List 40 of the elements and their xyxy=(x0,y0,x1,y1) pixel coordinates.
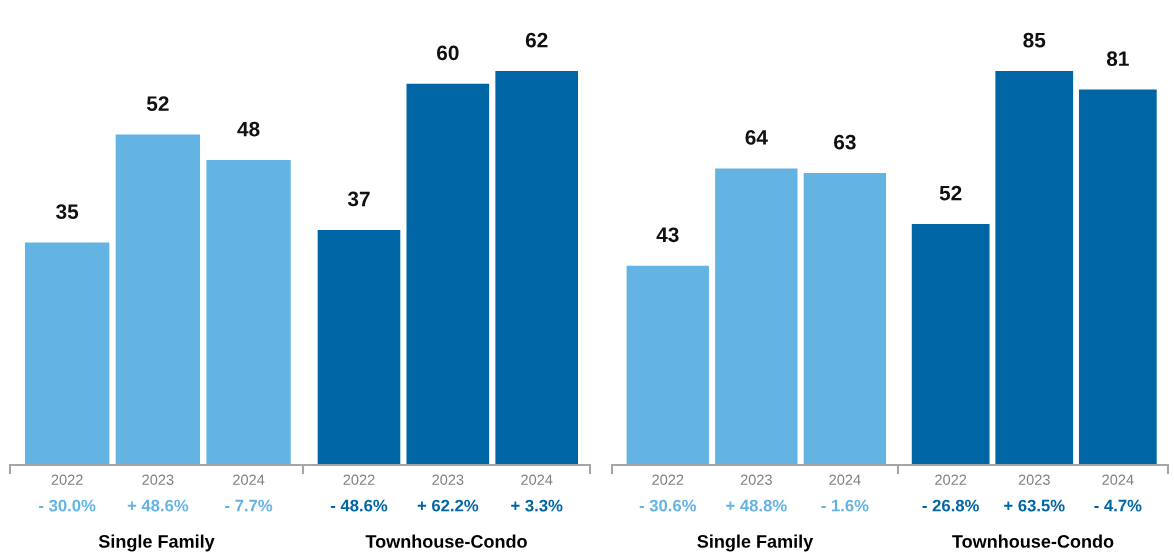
text: - 4.7% xyxy=(1094,499,1142,512)
x-axis-title: Townhouse-Condo xyxy=(952,534,1114,548)
x-axis-title: Townhouse-Condo xyxy=(365,534,527,548)
data-label: 52 xyxy=(146,96,169,112)
x-tick-label: 2024 xyxy=(521,474,553,485)
text: + 3.3% xyxy=(511,499,563,512)
data-label: 60 xyxy=(437,45,459,61)
text: - 26.8% xyxy=(922,499,979,512)
x-tick-label: 2023 xyxy=(432,474,464,485)
x-axis-title: Single Family xyxy=(697,534,814,552)
x-tick-label: 2024 xyxy=(829,474,861,485)
data-label: 64 xyxy=(745,130,768,145)
data-label: 63 xyxy=(834,134,856,150)
data-label: 81 xyxy=(1106,51,1129,67)
data-label: 85 xyxy=(1023,32,1046,48)
text: + 62.2% xyxy=(417,499,479,512)
data-label: 37 xyxy=(347,191,370,207)
data-label: 43 xyxy=(656,227,679,243)
text: - 30.0% xyxy=(39,499,96,512)
x-tick-label: 2022 xyxy=(652,474,684,485)
x-tick-label: 2024 xyxy=(233,474,265,485)
data-label: 35 xyxy=(56,204,79,220)
data-label: 48 xyxy=(237,121,260,137)
text: - 7.7% xyxy=(225,499,273,512)
x-tick-label: 2022 xyxy=(935,474,967,485)
x-tick-label: 2023 xyxy=(142,474,174,485)
x-tick-label: 2023 xyxy=(1018,474,1050,485)
text: + 63.5% xyxy=(1004,499,1065,512)
text: + 48.6% xyxy=(127,499,189,512)
x-tick-label: 2023 xyxy=(740,474,772,485)
text: - 1.6% xyxy=(821,499,869,512)
x-axis-title: Single Family xyxy=(98,534,215,552)
data-label: 62 xyxy=(525,32,548,48)
x-tick-label: 2024 xyxy=(1102,474,1134,485)
data-label: 52 xyxy=(939,185,962,201)
text: - 30.6% xyxy=(639,499,697,512)
text: + 48.8% xyxy=(726,499,787,512)
text: - 48.6% xyxy=(330,499,388,512)
x-tick-label: 2022 xyxy=(51,474,83,485)
x-tick-label: 2022 xyxy=(343,474,375,485)
